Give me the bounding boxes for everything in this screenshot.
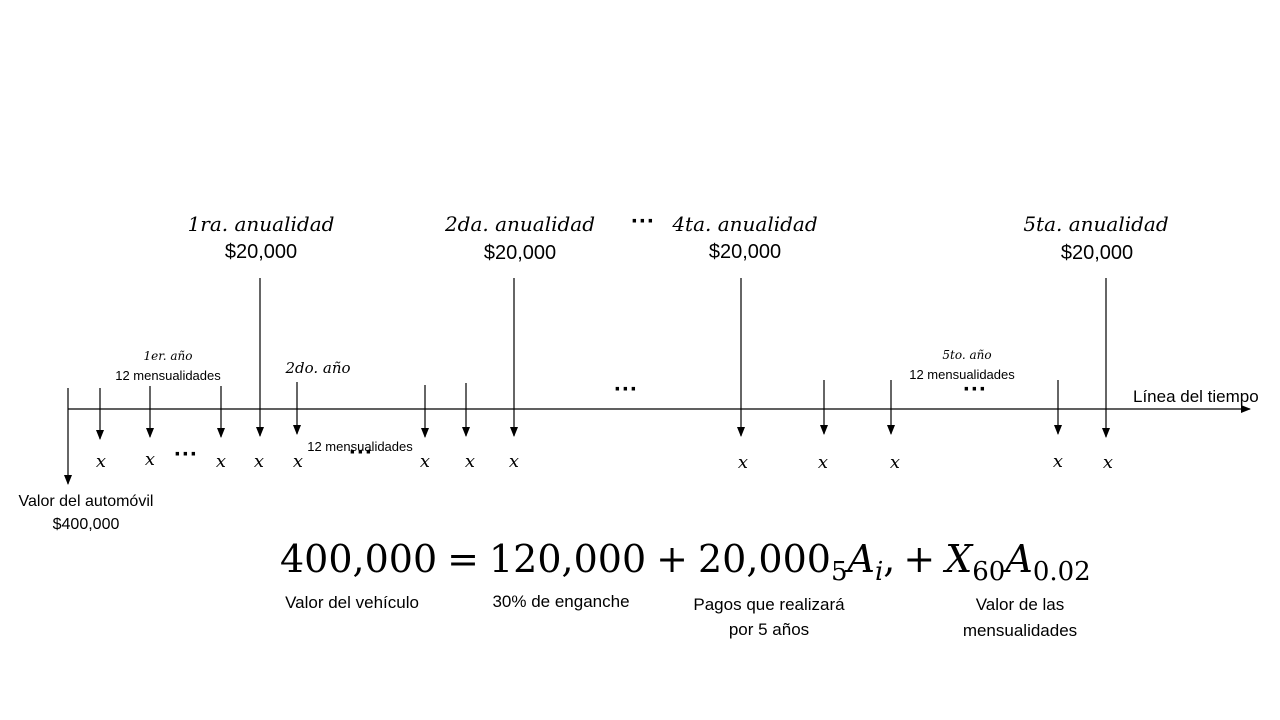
- ellipsis: ···: [631, 208, 655, 235]
- payment-symbol: x: [96, 451, 106, 472]
- car-value-amount: $400,000: [53, 516, 120, 533]
- payment-symbol: x: [509, 451, 519, 472]
- caption: mensualidades: [963, 621, 1077, 640]
- ellipsis: ···: [614, 376, 638, 403]
- monthly-arrows: [96, 380, 1062, 440]
- annuity-label: 5ta. anualidad: [1023, 212, 1168, 236]
- caption: Valor de las: [976, 595, 1065, 614]
- caption: 30% de enganche: [492, 592, 629, 611]
- year-note: 12 mensualidades: [115, 368, 221, 383]
- equation-term: A: [844, 537, 874, 581]
- payment-symbol: x: [293, 451, 303, 472]
- caption: Pagos que realizará: [693, 595, 845, 614]
- caption: por 5 años: [729, 620, 809, 639]
- ellipses: ··· ··· ··· ··· ···: [174, 208, 987, 468]
- annuity-arrows: [256, 278, 1110, 438]
- equation-operator: +: [903, 537, 935, 581]
- payment-symbol: x: [216, 451, 226, 472]
- year-label: 2do. año: [284, 359, 350, 377]
- equation-subscript: i: [875, 557, 883, 587]
- payment-symbol: x: [420, 451, 430, 472]
- ellipsis: ···: [174, 441, 198, 468]
- ellipsis: ···: [963, 376, 987, 403]
- ellipsis: ···: [349, 439, 373, 466]
- equation-term: X: [942, 537, 974, 581]
- payment-symbol: x: [1103, 452, 1113, 473]
- car-value-label: Valor del automóvil: [19, 493, 154, 510]
- equation-subscript: 0.02: [1033, 557, 1091, 587]
- equation-operator: =: [447, 537, 479, 581]
- equation-term: A: [1002, 537, 1032, 581]
- year-note: 12 mensualidades: [307, 439, 413, 454]
- payment-symbol: x: [890, 452, 900, 473]
- equation-operator: +: [656, 537, 688, 581]
- annuity-amount: $20,000: [225, 241, 297, 263]
- payment-symbols: x x x x x x x x x x x x x: [96, 449, 1113, 473]
- annuity-label: 1ra. anualidad: [188, 212, 335, 236]
- payment-symbol: x: [465, 451, 475, 472]
- payment-symbol: x: [145, 449, 155, 470]
- equation-subscript: 60: [972, 557, 1005, 587]
- payment-symbol: x: [818, 452, 828, 473]
- annuity-label: 2da. anualidad: [444, 212, 595, 236]
- year-note: 12 mensualidades: [909, 367, 1015, 382]
- payment-symbol: x: [738, 452, 748, 473]
- equation-term: 400,000: [280, 537, 437, 581]
- annuity-label: 4ta. anualidad: [671, 212, 817, 236]
- equation-subscript: 5: [831, 557, 848, 587]
- annuity-amount: $20,000: [709, 241, 781, 263]
- equation: 400,000 = 120,000 +20,0005Ai, + X60A0.02: [280, 537, 1091, 587]
- annuity-amount: $20,000: [484, 242, 556, 264]
- year-label: 1er. año: [144, 349, 193, 363]
- equation-term: 20,000: [698, 537, 831, 581]
- annuity-amount: $20,000: [1061, 242, 1133, 264]
- payment-symbol: x: [254, 451, 264, 472]
- equation-term: 120,000: [489, 537, 646, 581]
- equation-comma: ,: [883, 537, 895, 581]
- payment-symbol: x: [1053, 451, 1063, 472]
- year-label: 5to. año: [942, 348, 991, 362]
- timeline-label: Línea del tiempo: [1133, 387, 1259, 406]
- caption: Valor del vehículo: [285, 593, 419, 612]
